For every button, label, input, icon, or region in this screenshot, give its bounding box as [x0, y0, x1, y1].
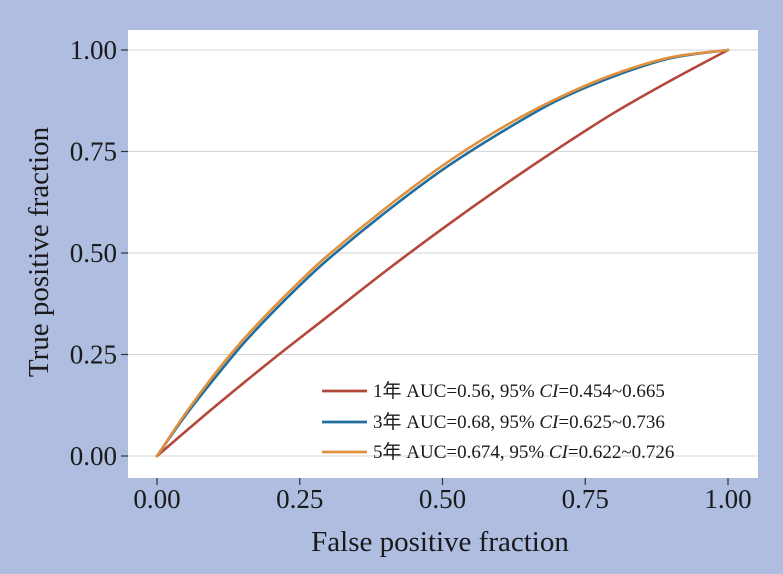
legend-entry-2: 5年 AUC=0.674, 95% CI=0.622~0.726 [373, 441, 674, 463]
y-tick-label-3: 0.75 [70, 137, 117, 167]
y-tick-label-4: 1.00 [70, 35, 117, 65]
legend: 1年 AUC=0.56, 95% CI=0.454~0.665 3年 AUC=0.… [322, 380, 674, 463]
y-tick-label-1: 0.25 [70, 340, 117, 370]
x-axis-title: False positive fraction [311, 526, 569, 558]
y-tick-label-0: 0.00 [70, 441, 117, 471]
roc-curve-5年 [155, 48, 730, 458]
plot-panel [128, 30, 758, 478]
x-tick-label-0: 0.00 [133, 484, 180, 514]
y-tick-label-2: 0.50 [70, 238, 117, 268]
legend-entry-1: 3年 AUC=0.68, 95% CI=0.625~0.736 [373, 411, 665, 433]
roc-curve-1年 [155, 48, 730, 458]
legend-entry-0: 1年 AUC=0.56, 95% CI=0.454~0.665 [373, 380, 665, 402]
y-axis-title: True positive fraction [23, 126, 55, 377]
x-tick-label-2: 0.50 [419, 484, 466, 514]
x-tick-label-3: 0.75 [562, 484, 609, 514]
x-tick-label-4: 1.00 [704, 484, 751, 514]
x-tick-label-1: 0.25 [276, 484, 323, 514]
roc-curves [155, 48, 730, 458]
roc-curve-3年 [155, 48, 730, 458]
axis-ticks: 0.00 0.25 0.50 0.75 1.00 0.00 0.25 0.50 0.75 1.00 [70, 35, 752, 514]
